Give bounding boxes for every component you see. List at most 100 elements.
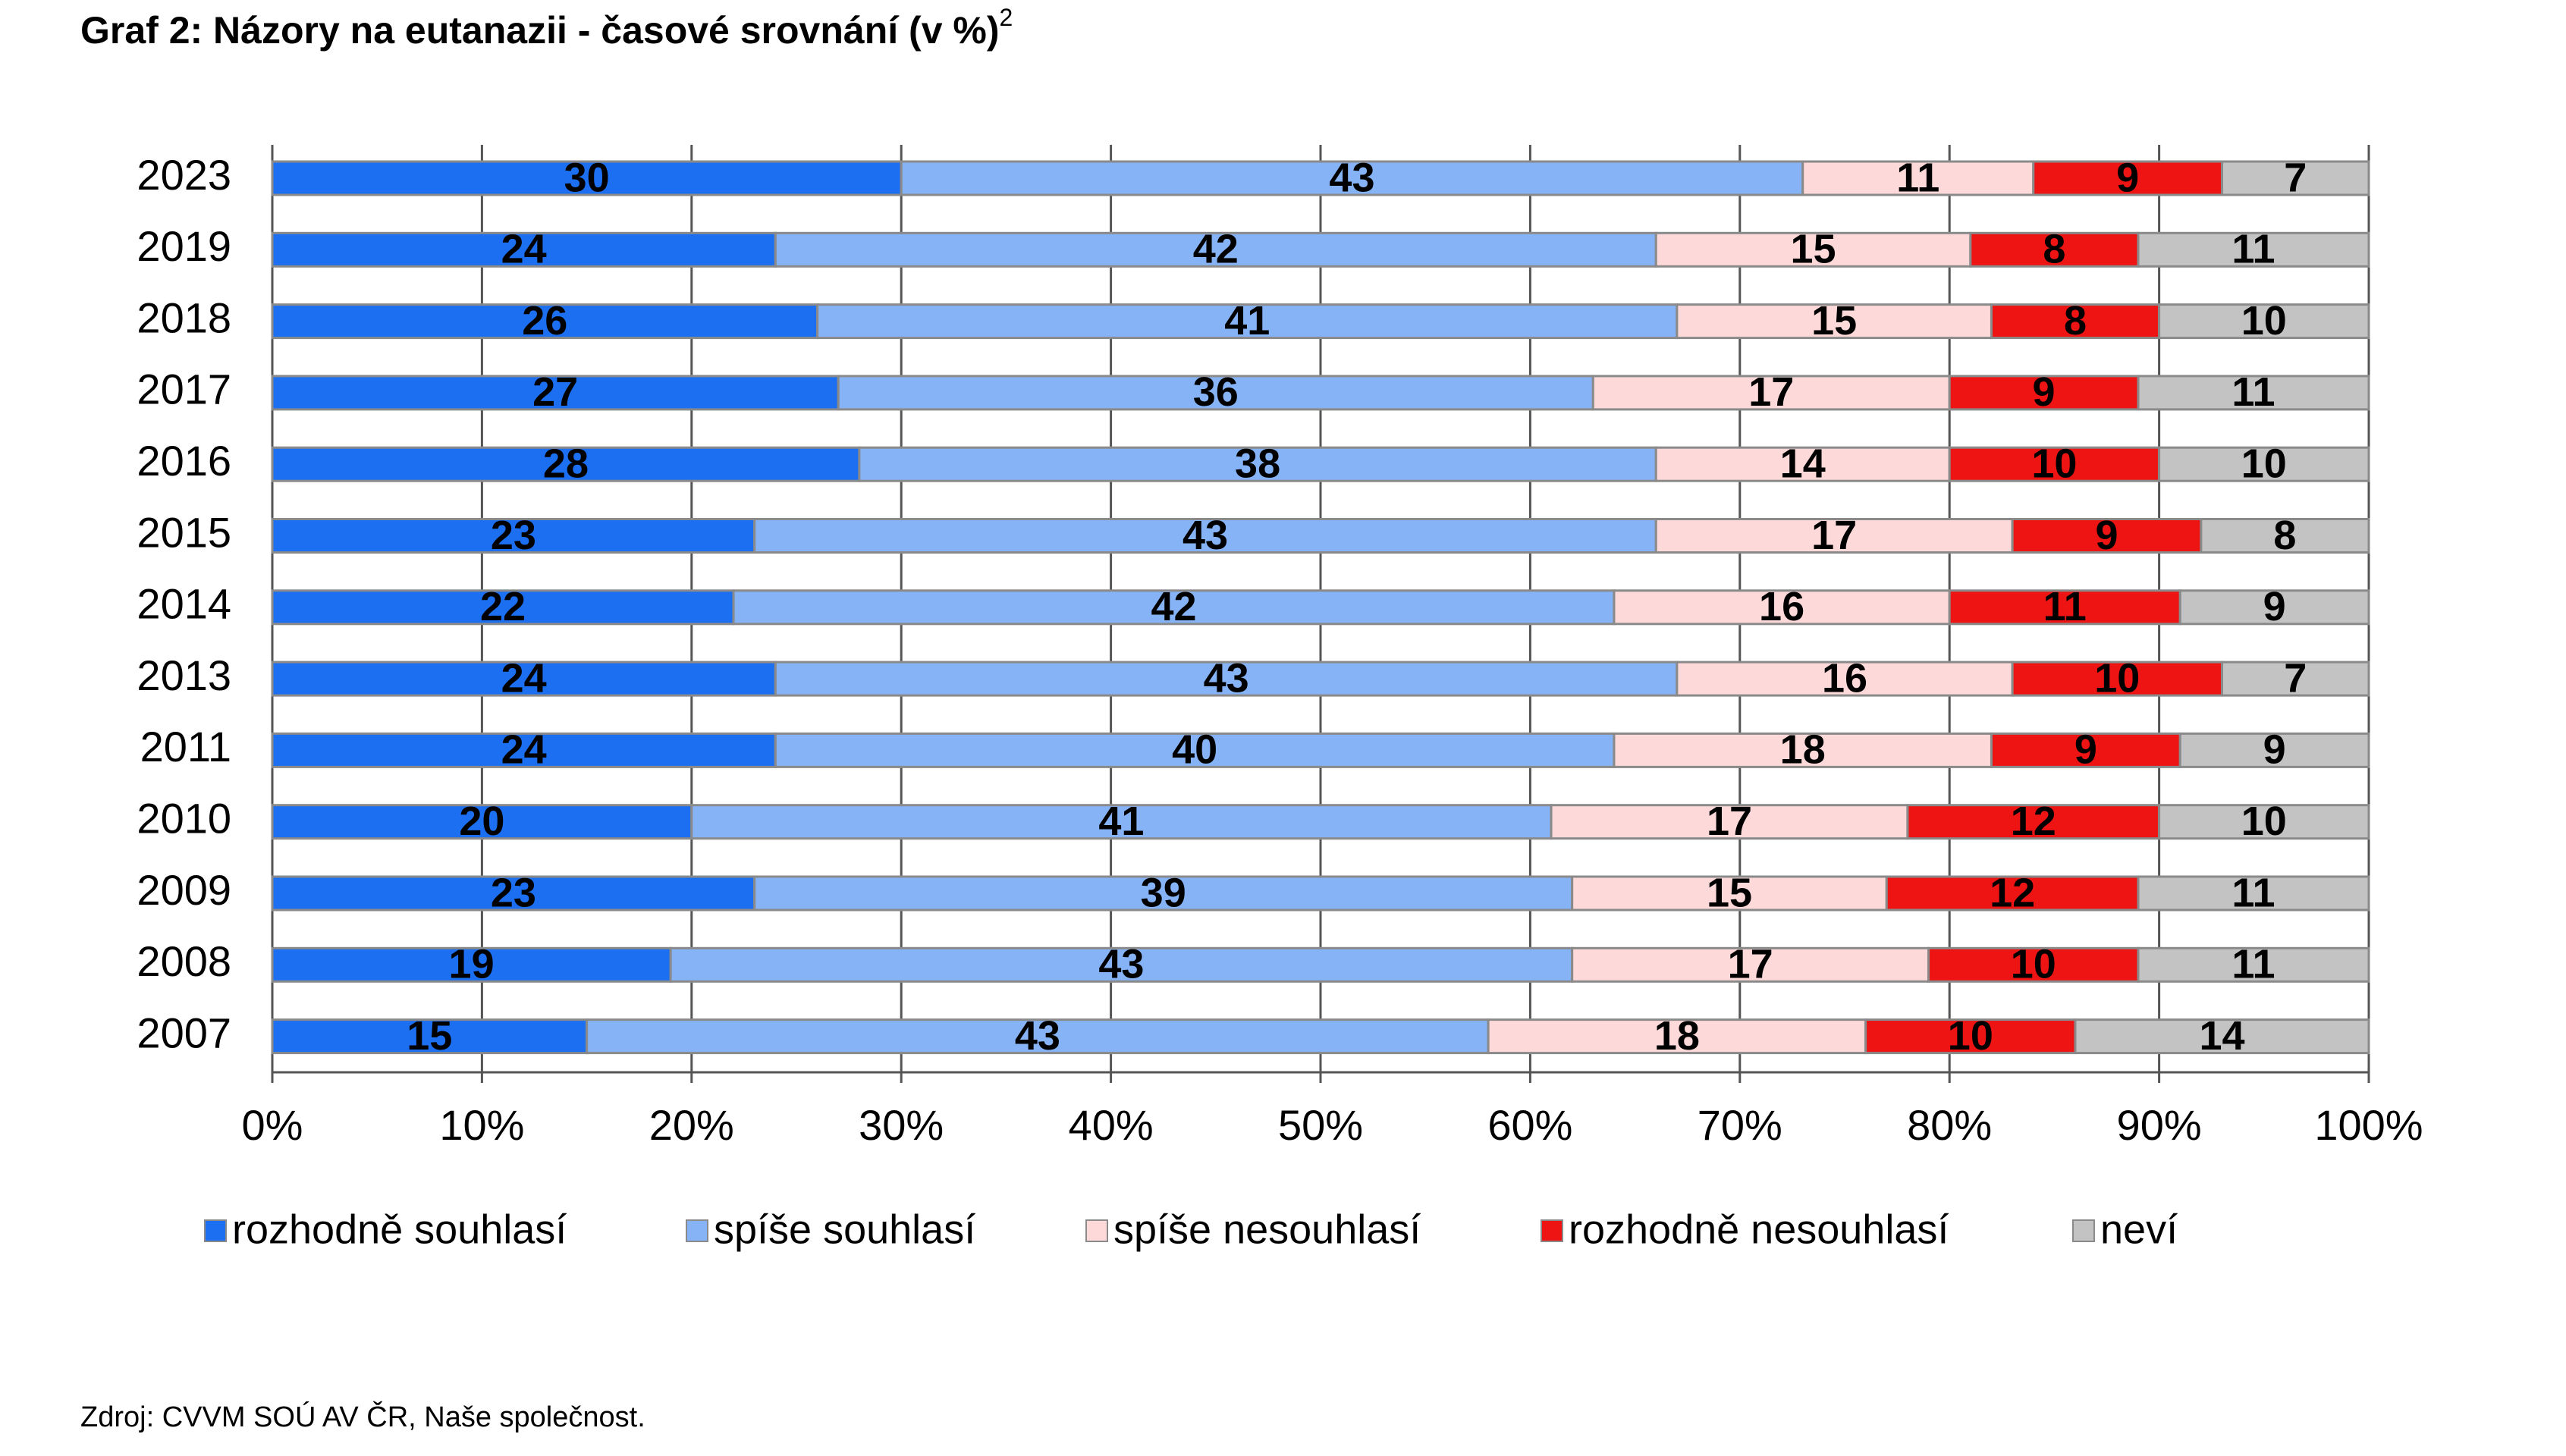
legend-label: spíše nesouhlasí	[1113, 1207, 1421, 1252]
data-label: 43	[1204, 655, 1249, 701]
x-tick-label: 100%	[2314, 1101, 2423, 1149]
bar-segment	[2137, 875, 2370, 912]
bar-segment	[1676, 303, 1993, 340]
data-label: 24	[501, 655, 547, 701]
bar-segment	[2137, 946, 2370, 983]
data-label: 8	[2043, 227, 2065, 272]
bar-segment	[1613, 732, 1993, 768]
data-label: 16	[1822, 655, 1867, 701]
data-label: 15	[1707, 870, 1752, 915]
data-label: 24	[501, 727, 547, 773]
data-label: 15	[1811, 298, 1857, 344]
bar-segment	[2158, 303, 2370, 340]
data-label: 23	[491, 513, 536, 558]
data-label: 10	[2031, 441, 2077, 486]
data-label: 42	[1151, 584, 1196, 629]
bar-segment	[2137, 231, 2370, 268]
y-tick-label: 2014	[137, 580, 231, 628]
source: Zdroj: CVVM SOÚ AV ČR, Naše společnost.	[80, 1400, 645, 1433]
legend-label: neví	[2100, 1207, 2178, 1252]
bar-segment	[2032, 160, 2224, 196]
data-label: 15	[1791, 227, 1836, 272]
y-tick-label: 2011	[140, 723, 231, 770]
data-label: 40	[1172, 727, 1217, 773]
y-tick-label: 2007	[137, 1009, 231, 1056]
data-label: 11	[2232, 369, 2275, 415]
bar-segment	[1550, 804, 1909, 840]
data-label: 14	[2199, 1013, 2244, 1059]
data-label: 11	[2043, 584, 2087, 629]
bar-segment	[2200, 518, 2370, 554]
bar-segment	[271, 446, 861, 482]
data-label: 9	[2263, 727, 2286, 773]
bar-segment	[1591, 375, 1951, 411]
legend-label: spíše souhlasí	[714, 1207, 975, 1252]
data-label: 17	[1811, 513, 1857, 558]
data-label: 23	[491, 870, 536, 915]
data-label: 16	[1759, 584, 1804, 629]
x-tick-label: 70%	[1698, 1101, 1782, 1149]
bar-segment	[1654, 231, 1972, 268]
data-label: 9	[2263, 584, 2286, 629]
bar-segment	[2178, 732, 2370, 768]
x-tick-label: 40%	[1069, 1101, 1154, 1149]
data-label: 12	[1990, 870, 2035, 915]
data-label: 11	[2232, 227, 2275, 272]
data-label: 41	[1098, 799, 1144, 844]
bar-segment	[271, 303, 819, 340]
x-tick-label: 0%	[242, 1101, 303, 1149]
data-label: 10	[2241, 298, 2287, 344]
bar-segment	[2158, 446, 2370, 482]
data-label: 7	[2284, 155, 2307, 200]
data-label: 43	[1182, 513, 1228, 558]
data-label: 42	[1193, 227, 1239, 272]
y-tick-label: 2018	[137, 293, 231, 341]
bar-segment	[1948, 446, 2161, 482]
data-label: 39	[1141, 870, 1186, 915]
bar-segment	[271, 946, 672, 983]
data-label: 24	[501, 227, 547, 272]
data-label: 10	[2094, 655, 2140, 701]
data-label: 11	[2232, 942, 2275, 987]
bar-segment	[271, 804, 693, 840]
data-label: 17	[1748, 369, 1794, 415]
data-label: 9	[2074, 727, 2097, 773]
bar-segment	[2178, 589, 2370, 626]
x-tick-label: 20%	[649, 1101, 734, 1149]
bar-segment	[774, 231, 1657, 268]
bar-segment	[900, 160, 1804, 196]
x-tick-label: 30%	[859, 1101, 944, 1149]
legend-swatch	[2072, 1219, 2095, 1242]
data-label: 15	[407, 1013, 452, 1059]
data-label: 36	[1193, 369, 1239, 415]
data-label: 8	[2273, 513, 2296, 558]
legend-label: rozhodně nesouhlasí	[1569, 1207, 1949, 1252]
bar-segment	[1487, 1018, 1867, 1055]
data-label: 9	[2095, 513, 2118, 558]
data-label: 7	[2284, 655, 2307, 701]
bar-segment	[1927, 946, 2140, 983]
chart-title: Graf 2: Názory na eutanazii - časové sro…	[80, 9, 1000, 52]
bar-segment	[2137, 375, 2370, 411]
bar-segment	[774, 732, 1616, 768]
bar-segment	[586, 1018, 1490, 1055]
bar-segment	[2221, 661, 2370, 697]
data-label: 38	[1235, 441, 1280, 486]
data-label: 10	[1948, 1013, 1993, 1059]
data-label: 22	[480, 584, 526, 629]
bar-segment	[271, 375, 840, 411]
y-tick-label: 2015	[137, 508, 231, 556]
bar-segment	[2158, 804, 2370, 840]
x-tick-label: 80%	[1907, 1101, 1992, 1149]
labels: 0% 10% 20% 30% 40% 50% 60% 70% 80% 90% 100%2023 30 4…	[137, 151, 2423, 1252]
x-tick-label: 60%	[1487, 1101, 1572, 1149]
data-label: 18	[1780, 727, 1826, 773]
legend-label: rozhodně souhlasí	[232, 1207, 567, 1252]
bar-segment	[2074, 1018, 2370, 1055]
y-tick-label: 2008	[137, 937, 231, 985]
bar-segment	[1676, 661, 2014, 697]
bar-segment	[271, 732, 777, 768]
bar-segment	[753, 875, 1574, 912]
data-label: 17	[1728, 942, 1773, 987]
